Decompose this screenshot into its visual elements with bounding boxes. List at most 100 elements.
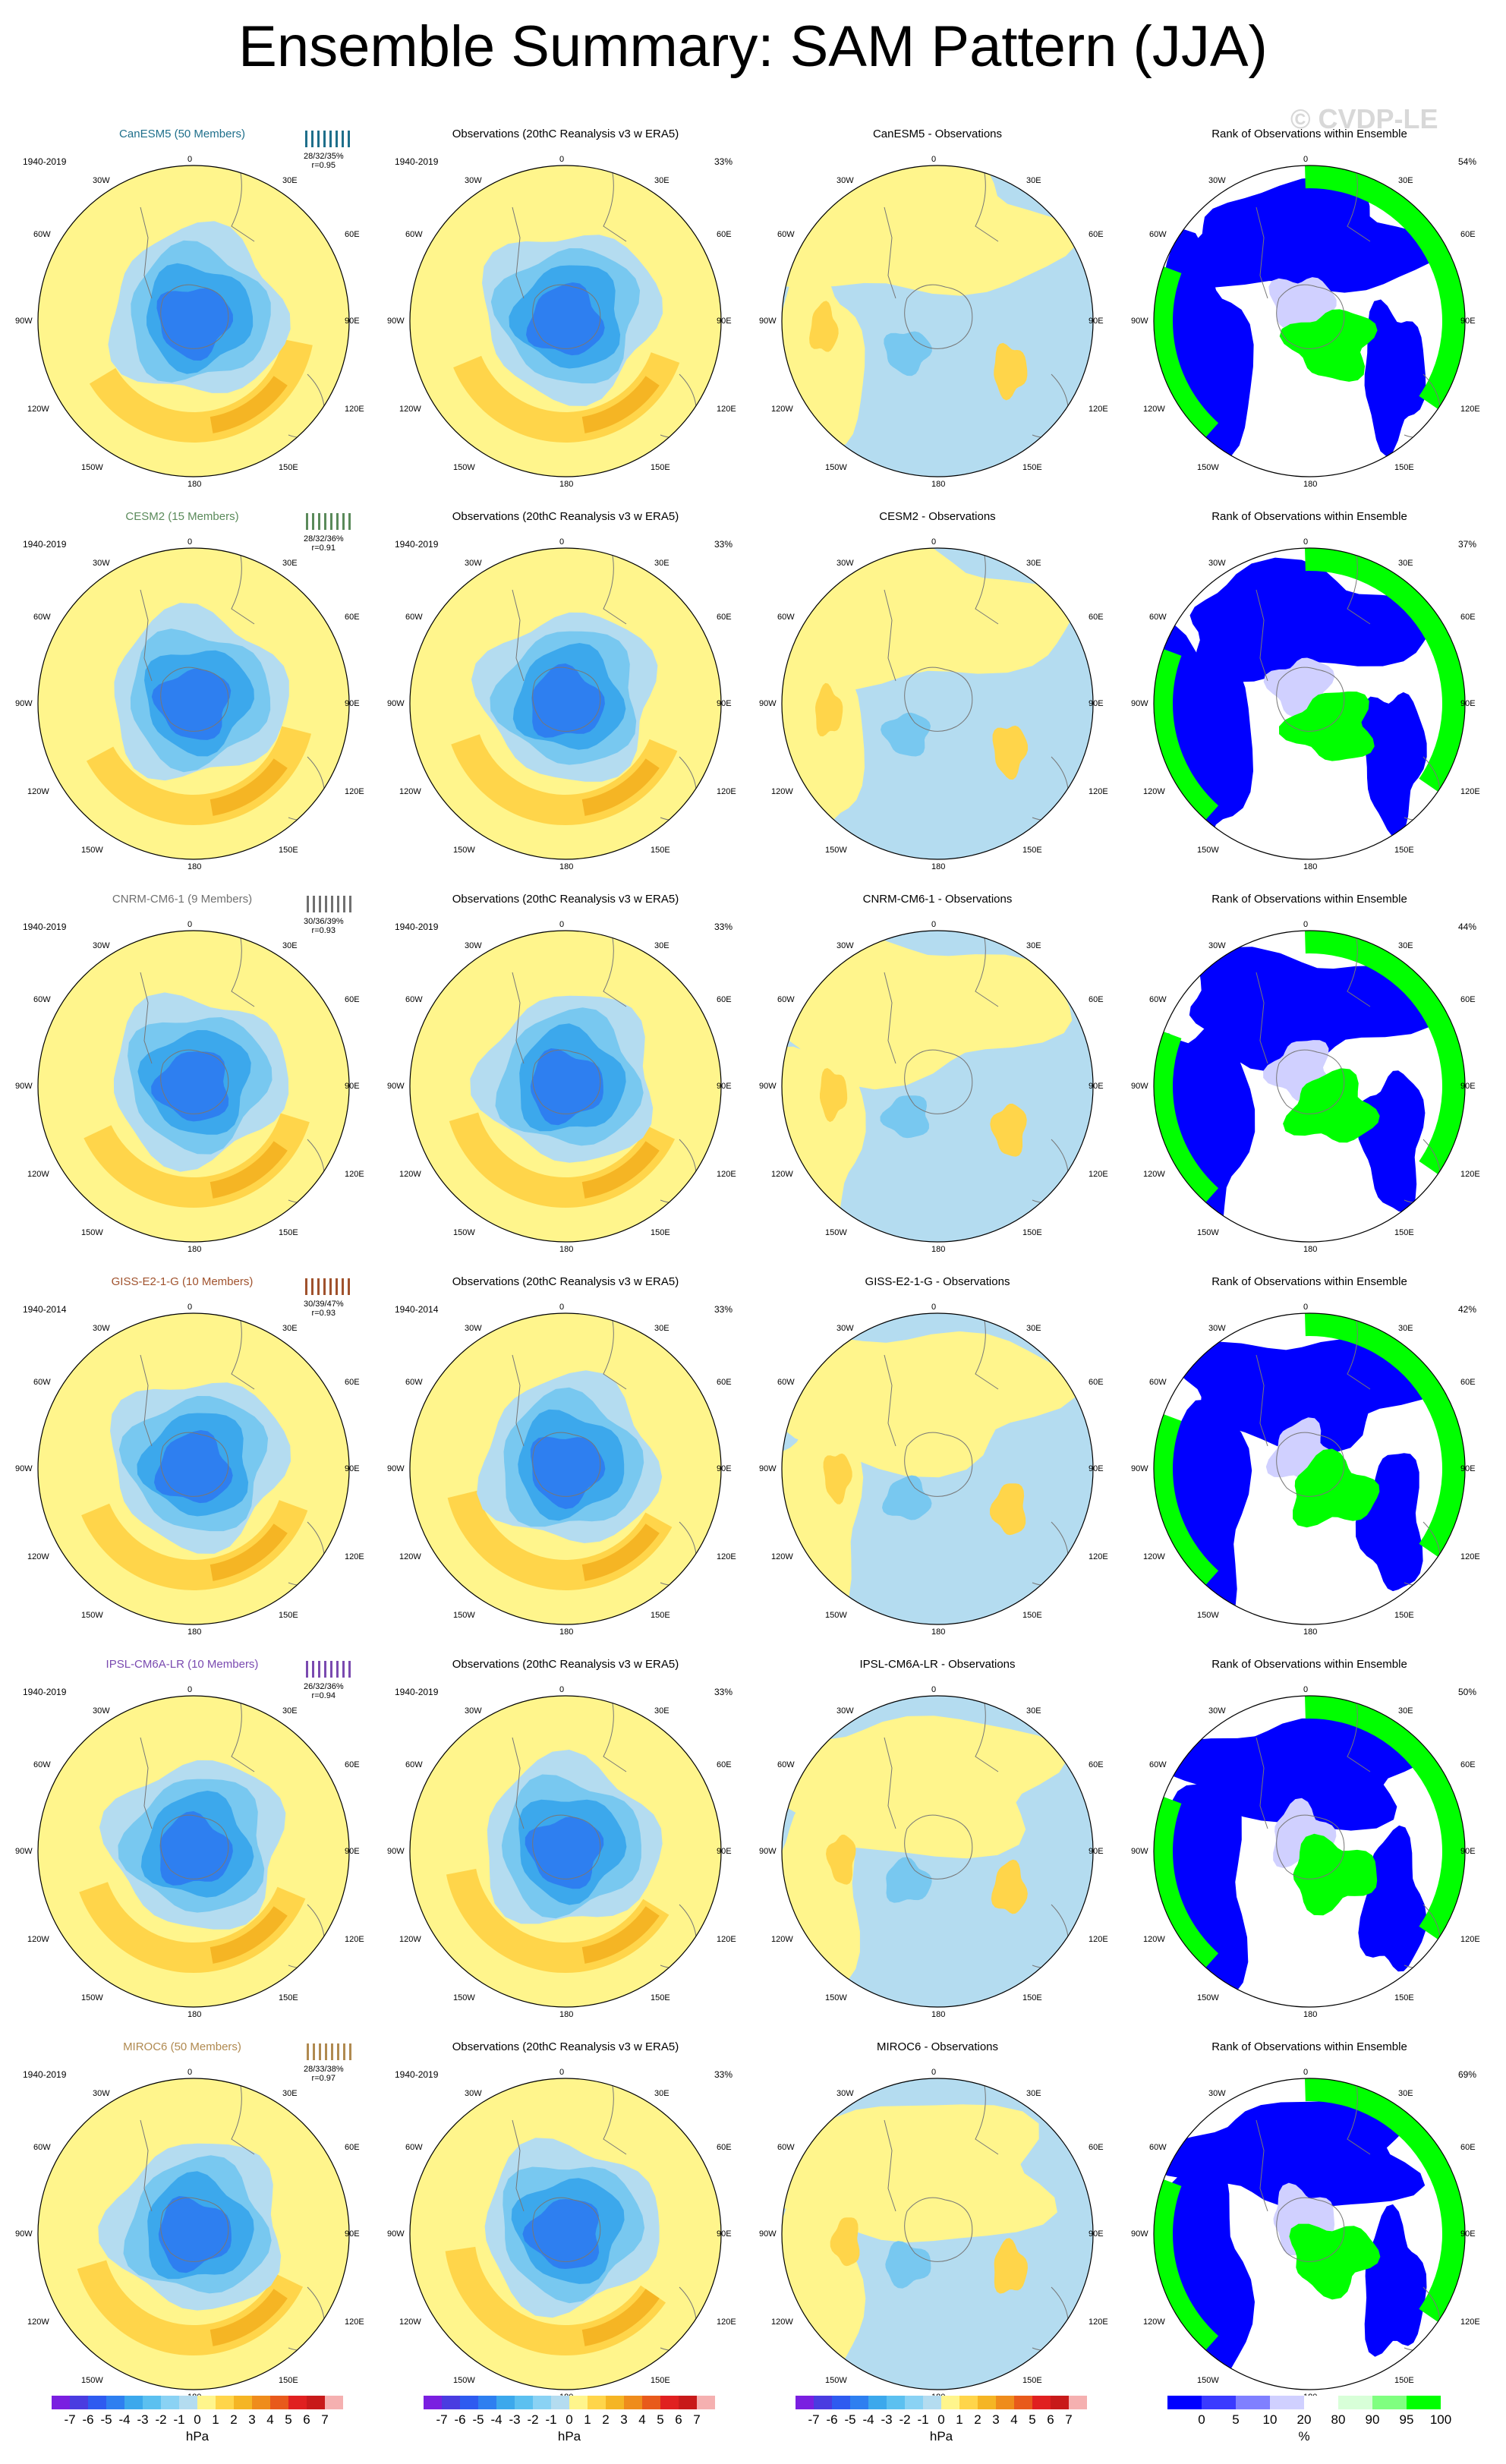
longitude-label: 60W bbox=[405, 995, 423, 1004]
period-label: 1940-2019 bbox=[23, 1687, 67, 1697]
low-rank-region bbox=[1355, 1453, 1423, 1592]
longitude-label: 90E bbox=[717, 1082, 732, 1091]
pattern-stats: 30/39/47% r=0.93 bbox=[304, 1300, 344, 1318]
member-tick bbox=[311, 1278, 313, 1295]
longitude-label: 90W bbox=[1131, 1082, 1148, 1091]
longitude-label: 0 bbox=[559, 2068, 565, 2077]
south-america-coastline bbox=[512, 1354, 525, 1447]
longitude-label: 90E bbox=[345, 699, 360, 708]
longitude-label: 120W bbox=[771, 1170, 793, 1179]
rank-panel: Rank of Observations within Ensemble 42% 0… bbox=[1123, 1268, 1495, 1647]
longitude-label: 60W bbox=[1149, 613, 1167, 622]
longitude-label: 30W bbox=[465, 941, 482, 950]
longitude-label: 150E bbox=[1394, 1993, 1414, 2002]
member-tick-strip bbox=[305, 1278, 358, 1295]
longitude-label: 90E bbox=[1460, 1847, 1476, 1856]
colorbar-swatch bbox=[1372, 2396, 1407, 2409]
colorbar-model: -7 -6 -5 -4 -3 -2 -1 0 1 2 3 4 5 6 7 hPa bbox=[52, 2396, 343, 2444]
positive-difference-core bbox=[820, 1068, 848, 1123]
negative-anomaly-core bbox=[525, 1816, 604, 1889]
longitude-label: 0 bbox=[187, 2068, 193, 2077]
member-tick bbox=[342, 1278, 344, 1295]
low-rank-region bbox=[1167, 176, 1441, 293]
colorbar-tick-label: -6 bbox=[454, 2412, 466, 2427]
longitude-label: 120W bbox=[399, 1170, 421, 1179]
longitude-label: 90W bbox=[759, 1464, 777, 1473]
colorbar-swatch bbox=[515, 2396, 533, 2409]
colorbar-swatch bbox=[496, 2396, 515, 2409]
model-pattern-panel: MIROC6 (50 Members) 1940-2019 28/33/38% r=0… bbox=[8, 2033, 380, 2412]
member-tick bbox=[313, 896, 315, 912]
observations-panel: Observations (20thC Reanalysis v3 w ERA5… bbox=[380, 1268, 751, 1647]
positive-anomaly-core bbox=[581, 1906, 660, 1964]
colorbar-swatch bbox=[1051, 2396, 1069, 2409]
longitude-label: 30E bbox=[1026, 559, 1041, 568]
longitude-label: 60W bbox=[1149, 1378, 1167, 1387]
map-boundary bbox=[781, 930, 1094, 1243]
map-boundary bbox=[409, 165, 722, 477]
negative-anomaly-core bbox=[151, 668, 232, 740]
longitude-label: 180 bbox=[187, 1245, 202, 1254]
polar-map bbox=[781, 2078, 1094, 2390]
longitude-label: 150E bbox=[279, 2376, 298, 2385]
low-rank-region bbox=[1360, 692, 1427, 839]
longitude-label: 150E bbox=[1394, 1228, 1414, 1237]
negative-difference-core bbox=[886, 1857, 932, 1903]
member-tick bbox=[337, 896, 339, 912]
period-label: 1940-2019 bbox=[395, 156, 439, 167]
longitude-label: 90W bbox=[759, 699, 777, 708]
longitude-label: 150W bbox=[453, 463, 475, 472]
longitude-label: 120W bbox=[771, 787, 793, 796]
antarctica-coastline bbox=[1276, 1814, 1345, 1880]
colorbar-swatches bbox=[1167, 2396, 1441, 2409]
longitude-label: 0 bbox=[559, 920, 565, 929]
positive-anomaly-band bbox=[86, 726, 312, 825]
colorbar-tick-label: 7 bbox=[1065, 2412, 1073, 2427]
negative-anomaly-core bbox=[531, 663, 605, 738]
antarctica-coastline bbox=[532, 1049, 601, 1114]
rank-percent: 37% bbox=[1457, 539, 1476, 550]
member-tick bbox=[306, 513, 308, 530]
member-tick bbox=[342, 513, 345, 530]
longitude-label: 90E bbox=[1460, 1082, 1476, 1091]
longitude-label: 60W bbox=[33, 1378, 51, 1387]
colorbar-swatch bbox=[1014, 2396, 1032, 2409]
longitude-label: 120W bbox=[27, 1935, 49, 1944]
observations-title: Observations (20thC Reanalysis v3 w ERA5… bbox=[452, 510, 679, 523]
antarctica-coastline bbox=[160, 1049, 229, 1114]
longitude-label: 90W bbox=[387, 1464, 405, 1473]
positive-anomaly-core bbox=[210, 1141, 288, 1199]
longitude-label: 120E bbox=[1089, 1170, 1108, 1179]
negative-anomaly-core bbox=[151, 1051, 229, 1122]
longitude-label: 180 bbox=[559, 1627, 574, 1637]
longitude-label: 0 bbox=[1303, 537, 1309, 547]
longitude-label: 120E bbox=[717, 1170, 736, 1179]
member-tick bbox=[312, 513, 314, 530]
longitude-label: 30E bbox=[1026, 1324, 1041, 1333]
colorbar-tick-label: -2 bbox=[155, 2412, 167, 2427]
polar-map bbox=[37, 1695, 350, 2008]
longitude-label: 150E bbox=[279, 463, 298, 472]
longitude-label: 120W bbox=[399, 1935, 421, 1944]
positive-difference-core bbox=[809, 301, 839, 352]
period-label: 1940-2019 bbox=[23, 156, 67, 167]
colorbar-swatch bbox=[88, 2396, 106, 2409]
colorbar-swatch bbox=[1202, 2396, 1236, 2409]
colorbar-units: hPa bbox=[557, 2429, 581, 2444]
longitude-label: 120E bbox=[345, 1170, 364, 1179]
rank-percent: 42% bbox=[1457, 1304, 1476, 1315]
longitude-label: 120E bbox=[345, 787, 364, 796]
colorbar-tick-label: 10 bbox=[1262, 2412, 1278, 2427]
difference-title: CNRM-CM6-1 - Observations bbox=[862, 893, 1013, 906]
longitude-label: 120E bbox=[1460, 2317, 1480, 2327]
longitude-label: 90W bbox=[387, 317, 405, 326]
longitude-label: 90E bbox=[1460, 699, 1476, 708]
antarctica-coastline bbox=[532, 2197, 601, 2262]
observations-title: Observations (20thC Reanalysis v3 w ERA5… bbox=[452, 1658, 679, 1671]
colorbar-tick-label: -5 bbox=[100, 2412, 112, 2427]
longitude-label: 150E bbox=[1022, 1993, 1042, 2002]
rank-panel: Rank of Observations within Ensemble 44% 0… bbox=[1123, 885, 1495, 1265]
member-tick bbox=[336, 131, 338, 147]
negative-difference-core bbox=[882, 1475, 932, 1520]
